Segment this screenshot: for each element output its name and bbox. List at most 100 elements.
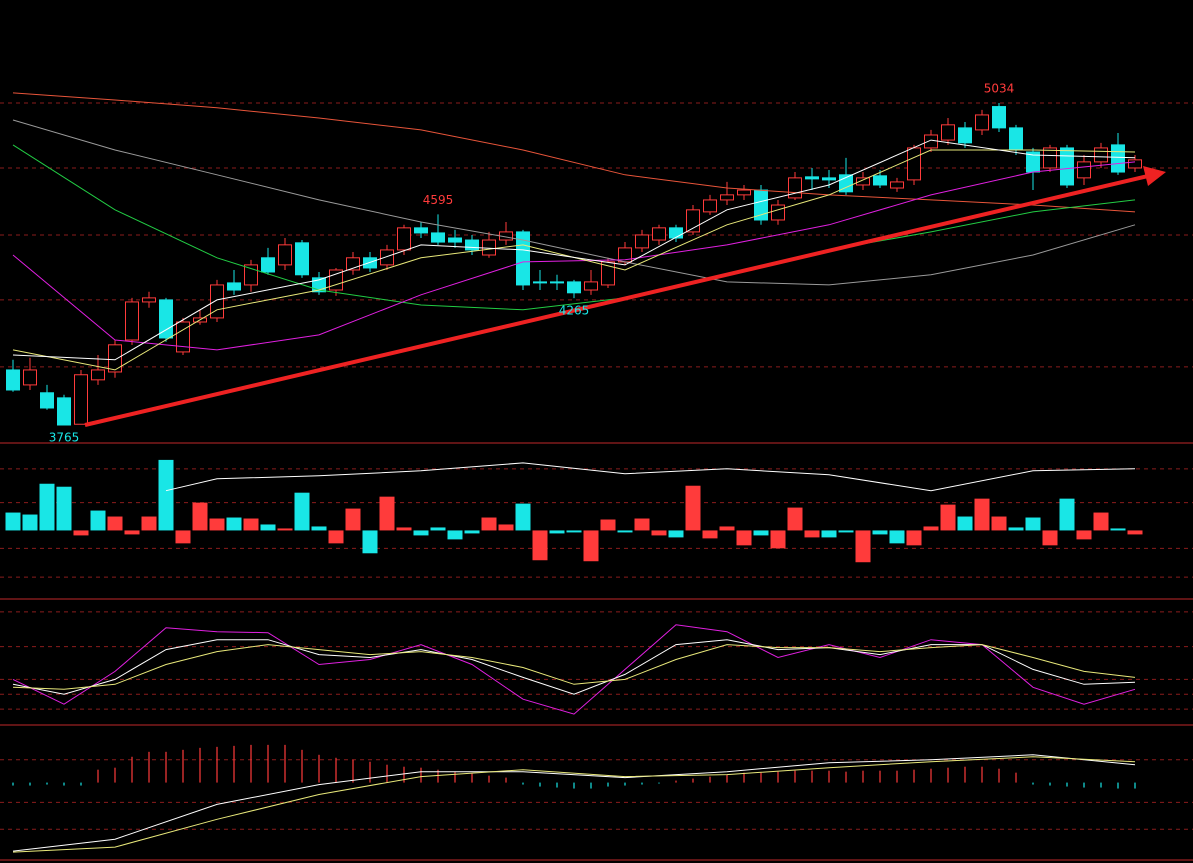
bar bbox=[379, 496, 395, 531]
bar bbox=[90, 510, 106, 531]
candle-body bbox=[448, 237, 462, 243]
bar bbox=[277, 528, 293, 531]
candle-body bbox=[924, 134, 938, 149]
bar bbox=[481, 517, 497, 531]
price-annotation: 5034 bbox=[984, 82, 1015, 96]
bar bbox=[226, 517, 242, 531]
candle-body bbox=[754, 189, 768, 221]
candle-body bbox=[295, 242, 309, 276]
bar bbox=[855, 530, 871, 563]
candle-body bbox=[312, 277, 326, 293]
bar bbox=[974, 498, 990, 531]
bar bbox=[447, 530, 463, 540]
candle-body bbox=[873, 175, 887, 186]
candle-body bbox=[6, 369, 20, 391]
candle-body bbox=[1111, 144, 1125, 173]
candle-body bbox=[788, 177, 802, 199]
indicator-line bbox=[12, 644, 1136, 690]
indicator-line bbox=[12, 139, 1136, 361]
arrow-head bbox=[1143, 166, 1166, 186]
bar bbox=[175, 530, 191, 544]
bar bbox=[889, 530, 905, 544]
bar bbox=[1042, 530, 1058, 546]
bar bbox=[5, 512, 21, 531]
grid-layer bbox=[0, 102, 1193, 830]
candle-body bbox=[40, 392, 54, 409]
bar bbox=[260, 524, 276, 531]
bar bbox=[515, 503, 531, 531]
bar bbox=[1076, 530, 1092, 540]
bar bbox=[719, 526, 735, 531]
bar bbox=[1008, 527, 1024, 531]
indicator-line bbox=[12, 92, 1136, 213]
bar bbox=[464, 530, 480, 534]
bar bbox=[838, 530, 854, 533]
trend-line bbox=[84, 174, 1149, 427]
candle-body bbox=[244, 264, 258, 286]
bar bbox=[736, 530, 752, 546]
candle-body bbox=[975, 114, 989, 131]
candle-body bbox=[23, 369, 37, 386]
bar bbox=[22, 514, 38, 531]
candle-body bbox=[635, 234, 649, 249]
indicator-line bbox=[165, 462, 1136, 492]
candle-body bbox=[125, 301, 139, 341]
candle-body bbox=[91, 369, 105, 381]
candle-body bbox=[890, 181, 904, 189]
candle-body bbox=[856, 177, 870, 186]
candle-body bbox=[1077, 161, 1091, 179]
candle-body bbox=[278, 244, 292, 266]
bar bbox=[1025, 517, 1041, 531]
bar bbox=[753, 530, 769, 536]
bar bbox=[294, 492, 310, 531]
candle-body bbox=[703, 199, 717, 213]
bar bbox=[1110, 528, 1126, 531]
candle-body bbox=[1043, 147, 1057, 169]
candle-body bbox=[822, 177, 836, 181]
indicator-line bbox=[12, 756, 1136, 853]
bar bbox=[345, 508, 361, 531]
bar bbox=[957, 516, 973, 531]
candle-body bbox=[958, 127, 972, 144]
bar bbox=[617, 530, 633, 533]
bar bbox=[209, 518, 225, 531]
candle-body bbox=[380, 249, 394, 266]
candle-body bbox=[1094, 147, 1108, 163]
bar bbox=[39, 483, 55, 531]
bar bbox=[702, 530, 718, 539]
candle-body bbox=[210, 284, 224, 319]
bar bbox=[107, 516, 123, 531]
bar bbox=[1127, 530, 1143, 535]
bar bbox=[532, 530, 548, 561]
bar bbox=[396, 527, 412, 531]
candle-body bbox=[584, 281, 598, 291]
trend-arrow bbox=[84, 166, 1166, 427]
candle-body bbox=[1128, 159, 1142, 169]
candle-body bbox=[261, 257, 275, 273]
bar bbox=[991, 516, 1007, 531]
indicator-line bbox=[12, 144, 1136, 311]
panel-separators bbox=[0, 442, 1193, 861]
bar bbox=[872, 530, 888, 535]
candle-body bbox=[992, 106, 1006, 129]
candle-body bbox=[142, 297, 156, 303]
candle-body bbox=[805, 176, 819, 180]
bar bbox=[940, 504, 956, 531]
candle-body bbox=[57, 397, 71, 426]
candle-body bbox=[397, 227, 411, 251]
candle-body bbox=[669, 227, 683, 239]
indicator-line bbox=[12, 161, 1136, 351]
bar bbox=[498, 524, 514, 531]
candle-body bbox=[431, 232, 445, 243]
indicator-line bbox=[12, 754, 1136, 852]
candle-body bbox=[1009, 127, 1023, 151]
candle-body bbox=[465, 239, 479, 251]
bar bbox=[124, 530, 140, 535]
price-annotation: 3765 bbox=[49, 431, 80, 445]
bar bbox=[583, 530, 599, 562]
candle-body bbox=[737, 189, 751, 196]
bar bbox=[668, 530, 684, 538]
candle-body bbox=[1060, 147, 1074, 186]
